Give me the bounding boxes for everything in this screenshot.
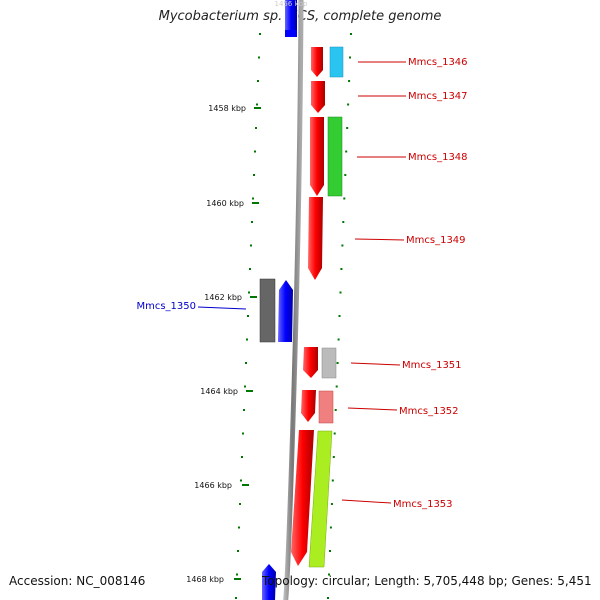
rail-dot [346, 127, 349, 129]
rail-dot [348, 80, 351, 82]
rail-dot [237, 550, 239, 552]
rail-dot [238, 526, 240, 529]
gene-label[interactable]: Mmcs_1353 [393, 499, 453, 510]
svg-text:1456 kbp: 1456 kbp [275, 0, 309, 8]
rail-dot [345, 150, 348, 153]
rail-dot [245, 362, 247, 364]
gene-mmcs-1348[interactable]: Mmcs_1348 [310, 116, 468, 197]
rail-dot [257, 80, 259, 82]
rail-dot [251, 221, 253, 223]
rail-dot [247, 315, 249, 317]
rail-dot [341, 244, 344, 247]
gene-mmcs-1347[interactable]: Mmcs_1347 [311, 81, 468, 113]
gene-label[interactable]: Mmcs_1350 [136, 301, 196, 312]
rail-dot [328, 573, 330, 576]
rail-dot [337, 338, 340, 341]
gene-label[interactable]: Mmcs_1346 [408, 57, 468, 68]
rail-dot [338, 315, 341, 317]
gene-mmcs-1352[interactable]: Mmcs_1352 [301, 390, 459, 424]
rail-dot [329, 550, 331, 552]
scale: 1458 kbp 1460 kbp 1462 kbp 1464 kbp 1466… [186, 104, 261, 584]
rail-dot [331, 479, 334, 482]
rail-dot [258, 56, 260, 59]
gene-label[interactable]: Mmcs_1348 [408, 152, 468, 163]
rail-dot [255, 127, 257, 129]
rail-dot [340, 268, 343, 270]
tick-rails [235, 33, 352, 599]
rail-dot [253, 174, 255, 176]
gene-label[interactable]: Mmcs_1347 [408, 91, 468, 102]
rail-dot [327, 597, 329, 599]
genome-backbone [283, 0, 304, 600]
scale-label: 1464 kbp [200, 387, 238, 396]
rail-dot [248, 291, 250, 294]
rail-dot [335, 385, 338, 388]
rail-dot [252, 197, 254, 200]
topology-label: Topology: circular; Length: 5,705,448 bp… [262, 574, 592, 588]
rail-dot [259, 33, 261, 35]
gene-label[interactable]: Mmcs_1352 [399, 406, 459, 417]
scale-label: 1458 kbp [208, 104, 246, 113]
rail-dot [343, 197, 346, 200]
gene-label[interactable]: Mmcs_1349 [406, 235, 466, 246]
rail-dot [329, 526, 332, 529]
rail-dot [236, 573, 238, 576]
rail-dot [240, 479, 242, 482]
rail-dot [235, 597, 237, 599]
gene-mmcs-1351[interactable]: Mmcs_1351 [303, 347, 462, 379]
rail-dot [350, 33, 352, 35]
rail-dot [339, 291, 342, 294]
rail-dot [250, 244, 252, 247]
rail-dot [246, 338, 248, 341]
rail-dot [254, 150, 256, 153]
rail-dot [243, 409, 245, 411]
rail-dot [334, 409, 337, 411]
scale-label: 1468 kbp [186, 575, 224, 584]
rail-dot [239, 503, 241, 505]
rail-dot [256, 103, 258, 106]
gene-partial-bottom [262, 564, 276, 600]
accession-label: Accession: NC_008146 [9, 574, 146, 588]
rail-dot [342, 221, 345, 223]
rail-dot [244, 385, 246, 388]
gene-mmcs-1349[interactable]: Mmcs_1349 [308, 197, 466, 280]
gene-partial-top: 1456 kbp [275, 0, 309, 37]
scale-label: 1462 kbp [204, 293, 242, 302]
gene-mmcs-1346[interactable]: Mmcs_1346 [311, 46, 468, 78]
rail-dot [242, 432, 244, 435]
scale-label: 1460 kbp [206, 199, 244, 208]
rail-dot [241, 456, 243, 458]
rail-dot [349, 56, 351, 59]
rail-dot [347, 103, 350, 106]
gene-mmcs-1350[interactable]: Mmcs_1350 [136, 278, 293, 343]
rail-dot [249, 268, 251, 270]
rail-dot [333, 432, 336, 435]
rail-dot [344, 174, 347, 176]
rail-dot [330, 503, 333, 505]
scale-label: 1466 kbp [194, 481, 232, 490]
rail-dot [332, 456, 335, 458]
gene-label[interactable]: Mmcs_1351 [402, 360, 462, 371]
gene-mmcs-1353[interactable]: Mmcs_1353 [291, 430, 453, 568]
rail-dot [336, 362, 339, 364]
